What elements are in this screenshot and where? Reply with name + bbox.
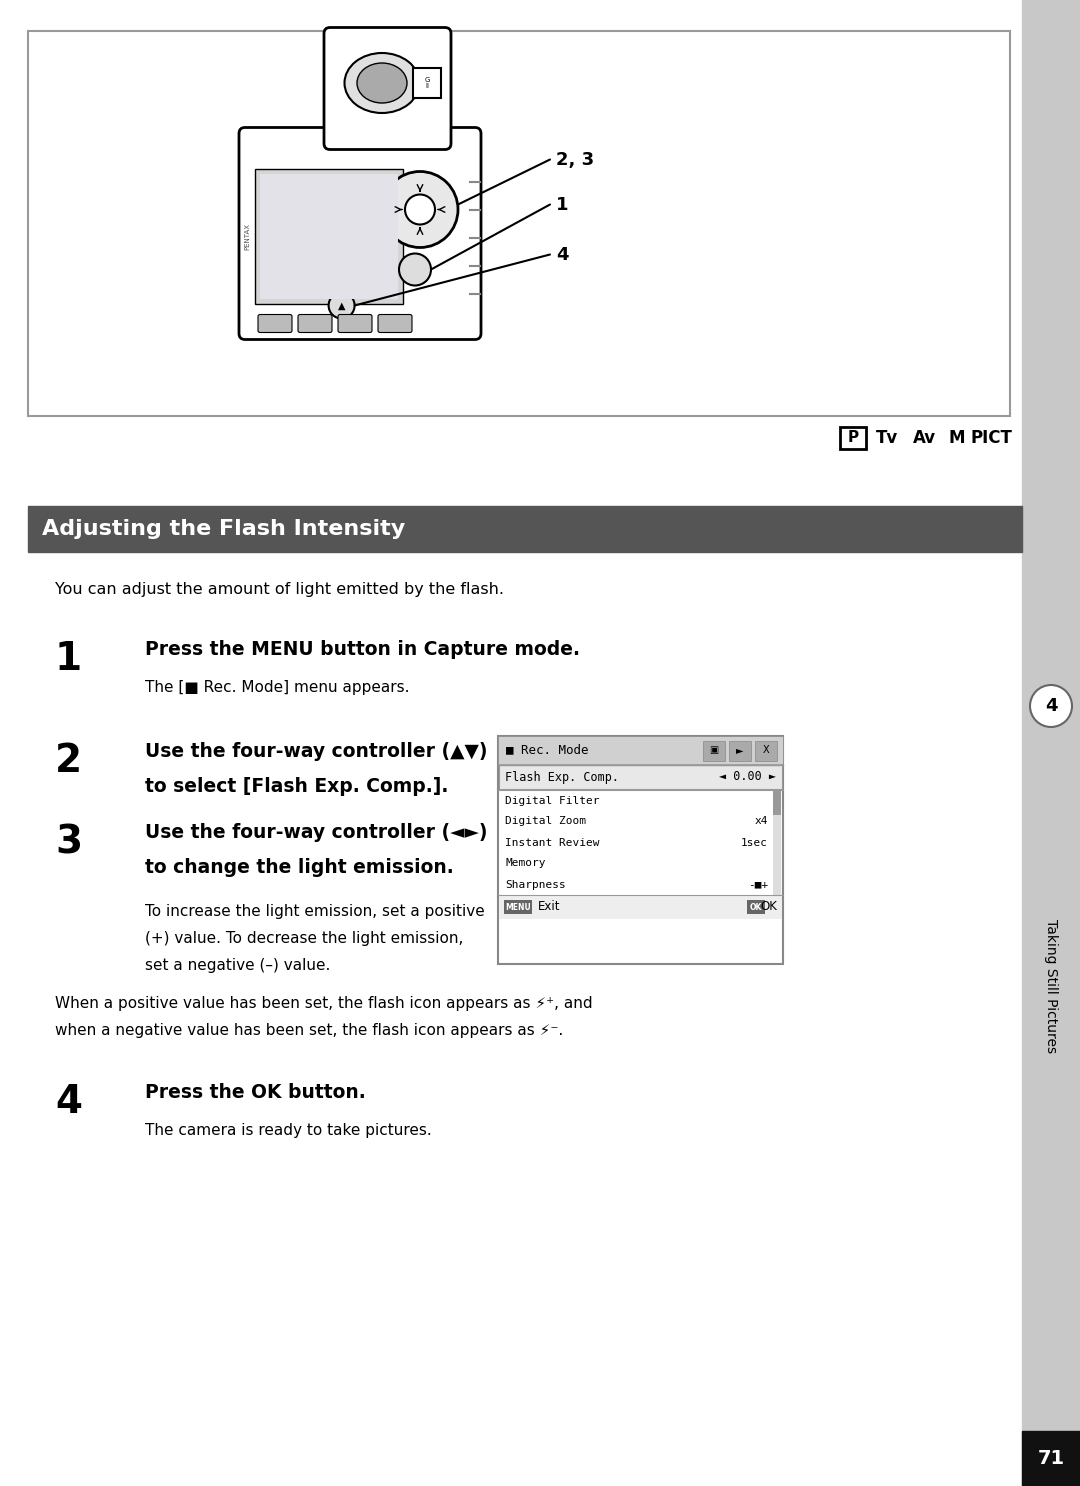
Text: Use the four-way controller (◄►): Use the four-way controller (◄►): [145, 823, 487, 843]
Text: X: X: [762, 744, 769, 755]
Text: The camera is ready to take pictures.: The camera is ready to take pictures.: [145, 1123, 432, 1138]
Bar: [499, 765, 782, 789]
Bar: [840, 426, 866, 449]
Text: x4: x4: [755, 816, 768, 826]
Bar: [499, 765, 782, 789]
Text: To increase the light emission, set a positive: To increase the light emission, set a po…: [145, 903, 485, 918]
Bar: [1022, 1431, 1080, 1486]
Text: Adjusting the Flash Intensity: Adjusting the Flash Intensity: [42, 519, 405, 539]
Text: Tv: Tv: [876, 429, 899, 447]
Ellipse shape: [345, 53, 419, 113]
Bar: [498, 736, 783, 764]
Circle shape: [399, 254, 431, 285]
Bar: [28, 31, 1010, 416]
Text: You can adjust the amount of light emitted by the flash.: You can adjust the amount of light emitt…: [55, 583, 504, 597]
FancyBboxPatch shape: [338, 315, 372, 333]
Circle shape: [1030, 685, 1072, 727]
Text: OK: OK: [750, 902, 762, 911]
Bar: [773, 791, 781, 814]
Text: set a negative (–) value.: set a negative (–) value.: [145, 958, 330, 973]
Circle shape: [382, 171, 458, 248]
Bar: [1022, 0, 1080, 1486]
Text: 4: 4: [55, 1083, 82, 1120]
Bar: [747, 901, 765, 914]
Text: 2, 3: 2, 3: [556, 150, 594, 168]
Text: Use the four-way controller (▲▼): Use the four-way controller (▲▼): [145, 742, 487, 761]
Text: Memory: Memory: [505, 859, 545, 868]
Text: to change the light emission.: to change the light emission.: [145, 857, 454, 877]
Ellipse shape: [357, 62, 407, 103]
Bar: [255, 168, 403, 303]
Bar: [413, 68, 441, 98]
Text: Instant Review: Instant Review: [505, 838, 599, 847]
Bar: [260, 174, 399, 299]
Text: 1sec: 1sec: [741, 838, 768, 847]
Bar: [755, 742, 777, 761]
Text: ►: ►: [737, 744, 744, 755]
Circle shape: [405, 195, 435, 224]
Text: ▣: ▣: [710, 744, 718, 755]
Text: (+) value. To decrease the light emission,: (+) value. To decrease the light emissio…: [145, 932, 463, 947]
FancyBboxPatch shape: [239, 128, 481, 339]
Text: Press the MENU button in Capture mode.: Press the MENU button in Capture mode.: [145, 640, 580, 658]
Text: -■+: -■+: [747, 880, 768, 890]
Bar: [28, 507, 1022, 551]
Circle shape: [328, 293, 354, 318]
Text: The [■ Rec. Mode] menu appears.: The [■ Rec. Mode] menu appears.: [145, 681, 409, 695]
Text: When a positive value has been set, the flash icon appears as ⚡⁺, and: When a positive value has been set, the …: [55, 996, 593, 1010]
Text: G
II: G II: [424, 76, 430, 89]
Text: ■ Rec. Mode: ■ Rec. Mode: [507, 743, 589, 756]
Text: to select [Flash Exp. Comp.].: to select [Flash Exp. Comp.].: [145, 777, 448, 796]
Text: 2: 2: [55, 742, 82, 780]
Text: Digital Filter: Digital Filter: [505, 795, 599, 805]
Text: MENU: MENU: [505, 902, 531, 911]
Text: when a negative value has been set, the flash icon appears as ⚡⁻.: when a negative value has been set, the …: [55, 1022, 564, 1039]
Bar: [729, 742, 751, 761]
Text: 1: 1: [55, 640, 82, 678]
Text: ▲: ▲: [338, 300, 346, 311]
Bar: [498, 736, 783, 964]
FancyBboxPatch shape: [324, 28, 451, 150]
Text: Sharpness: Sharpness: [505, 880, 566, 890]
Text: M: M: [948, 429, 966, 447]
Text: 3: 3: [55, 823, 82, 860]
Text: PICT: PICT: [970, 429, 1012, 447]
Text: Av: Av: [913, 429, 935, 447]
Text: Flash Exp. Comp.: Flash Exp. Comp.: [505, 771, 619, 783]
Bar: [504, 901, 532, 914]
Text: 71: 71: [1038, 1449, 1065, 1468]
Text: Exit: Exit: [538, 901, 561, 914]
Text: 4: 4: [556, 245, 568, 263]
Text: P: P: [848, 431, 859, 446]
Text: 1: 1: [556, 196, 568, 214]
Bar: [773, 791, 781, 895]
Text: Taking Still Pictures: Taking Still Pictures: [1044, 918, 1058, 1054]
FancyBboxPatch shape: [258, 315, 292, 333]
FancyBboxPatch shape: [378, 315, 411, 333]
Text: OK: OK: [760, 901, 777, 914]
Bar: [499, 895, 782, 918]
Text: ◄ 0.00 ►: ◄ 0.00 ►: [719, 771, 777, 783]
FancyBboxPatch shape: [298, 315, 332, 333]
Text: PENTAX: PENTAX: [244, 223, 249, 250]
Text: Digital Zoom: Digital Zoom: [505, 816, 586, 826]
Bar: [703, 742, 725, 761]
Text: Press the OK button.: Press the OK button.: [145, 1083, 366, 1103]
Text: 4: 4: [1044, 697, 1057, 715]
